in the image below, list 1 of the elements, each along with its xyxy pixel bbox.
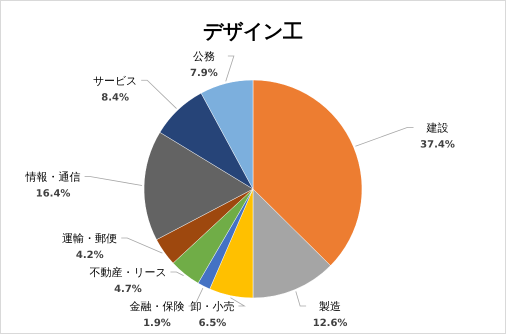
- chart-title: デザイン工: [203, 19, 303, 43]
